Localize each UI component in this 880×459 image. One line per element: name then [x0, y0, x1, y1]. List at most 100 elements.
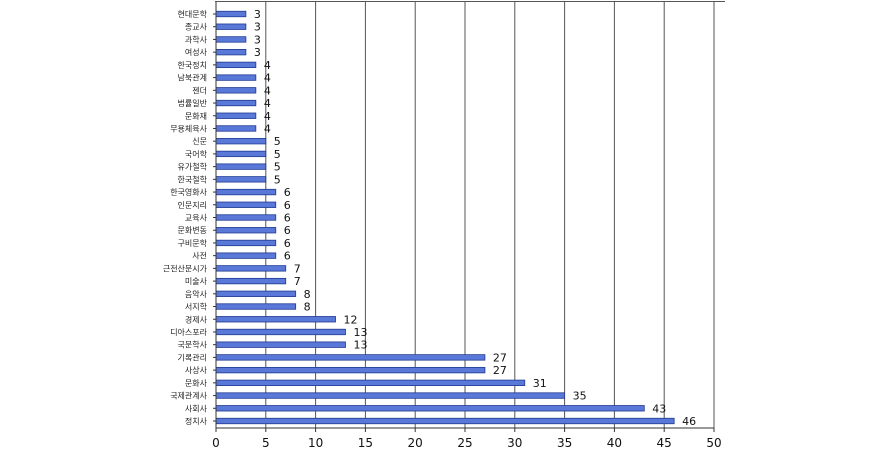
category-label: 음악사	[185, 289, 208, 299]
category-label: 서지학	[185, 302, 208, 312]
category-label: 한국철학	[178, 174, 208, 184]
value-label: 4	[264, 72, 271, 85]
value-label: 7	[294, 275, 301, 288]
x-tick-label: 10	[308, 436, 323, 450]
bar	[215, 61, 257, 69]
category-label: 문화사	[185, 379, 208, 388]
bar	[215, 392, 566, 399]
bar	[215, 10, 247, 18]
value-label: 5	[274, 173, 281, 186]
value-label: 6	[284, 212, 291, 225]
bar	[215, 87, 257, 94]
bar	[215, 74, 257, 81]
value-label: 8	[304, 301, 311, 314]
category-label: 구비문학	[178, 238, 208, 248]
bar	[215, 138, 267, 145]
x-tick-label: 25	[457, 436, 472, 450]
x-axis: 0 5 10 15 20 25 30 35 40 45 50	[212, 2, 722, 450]
value-label: 7	[294, 262, 301, 275]
bars	[215, 10, 675, 425]
value-label: 6	[284, 237, 291, 250]
value-label: 31	[533, 377, 547, 390]
bar	[215, 354, 486, 361]
category-label: 사회사	[185, 404, 208, 413]
value-label: 12	[344, 313, 358, 326]
category-label: 교육사	[185, 214, 208, 223]
category-label: 법률일반	[178, 98, 208, 108]
bar	[215, 99, 257, 107]
value-label: 4	[264, 110, 271, 123]
x-tick-label: 20	[408, 436, 423, 450]
category-label: 국문학사	[178, 340, 208, 350]
bar	[215, 341, 346, 348]
category-label: 유가철학	[178, 162, 208, 172]
bar	[215, 112, 257, 119]
value-label: 46	[682, 415, 696, 428]
value-label: 8	[304, 288, 311, 301]
bar	[215, 125, 257, 132]
x-tick-label: 35	[557, 436, 572, 450]
bar	[215, 366, 486, 374]
grid-lines	[265, 2, 715, 428]
bar	[215, 379, 526, 386]
bar	[215, 290, 297, 297]
bar	[215, 23, 247, 30]
bar	[215, 150, 267, 158]
bar	[215, 417, 675, 425]
value-label: 4	[264, 59, 271, 72]
category-labels: 현대문학종교사과학사여성사한국정치남북관계젠더법률일반문화재무용체육사신문국어학…	[163, 9, 208, 426]
bar	[215, 316, 336, 323]
bar	[215, 227, 277, 234]
category-label: 문화재	[185, 112, 207, 121]
category-label: 남북관계	[178, 73, 207, 83]
x-tick-label: 50	[706, 436, 721, 450]
value-label: 5	[274, 161, 281, 174]
value-label: 5	[274, 135, 281, 148]
value-label: 6	[284, 224, 291, 237]
x-tick-label: 5	[262, 436, 270, 450]
category-label: 경제사	[185, 314, 208, 324]
value-label: 43	[652, 402, 666, 415]
bar	[215, 188, 277, 196]
value-label: 13	[353, 326, 367, 339]
x-tick-label: 15	[358, 436, 373, 450]
category-label: 무용체육사	[170, 123, 207, 133]
category-label: 현대문학	[178, 9, 208, 19]
category-label: 한국영화사	[170, 187, 207, 197]
category-label: 한국정치	[178, 60, 207, 70]
bar	[215, 49, 247, 56]
category-label: 근전산문시가	[163, 263, 208, 273]
bar	[215, 36, 247, 43]
value-label: 3	[254, 8, 261, 21]
x-tick-label: 40	[607, 436, 622, 450]
bar	[215, 214, 277, 221]
value-label: 4	[264, 84, 271, 97]
value-label: 27	[493, 351, 507, 364]
category-label: 국어학	[185, 149, 208, 159]
x-tick-label: 0	[212, 436, 220, 450]
value-labels: 3333444444555566666677881213132727313543…	[254, 8, 696, 428]
value-label: 13	[353, 339, 367, 352]
category-label: 문화변동	[178, 225, 207, 235]
category-label: 여성사	[185, 47, 208, 57]
category-label: 국제관계사	[170, 391, 207, 401]
category-label: 기록관리	[178, 352, 207, 362]
category-label: 미술사	[185, 276, 208, 286]
value-label: 6	[284, 199, 291, 212]
bar	[215, 252, 277, 259]
category-label: 젠더	[192, 86, 207, 95]
value-label: 4	[264, 97, 271, 110]
bar	[215, 277, 287, 285]
value-label: 6	[284, 186, 291, 199]
category-label: 디아스포라	[170, 327, 207, 337]
bar	[215, 265, 287, 272]
bar	[215, 201, 277, 208]
x-tick-label: 30	[507, 436, 522, 450]
bar	[215, 303, 297, 310]
value-label: 3	[254, 33, 261, 46]
category-label: 과학사	[185, 34, 208, 44]
bar	[215, 405, 645, 412]
bar	[215, 176, 267, 183]
category-label: 종교사	[185, 23, 208, 32]
